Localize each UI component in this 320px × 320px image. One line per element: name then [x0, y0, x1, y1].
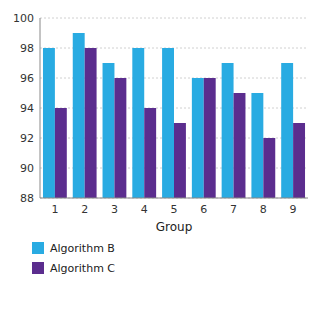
bar: [204, 78, 216, 198]
bar: [251, 93, 263, 198]
y-tick-label: 90: [20, 162, 34, 175]
bar: [293, 123, 305, 198]
bar: [234, 93, 246, 198]
x-axis-label: Group: [156, 220, 193, 234]
bar: [73, 33, 85, 198]
x-tick-label: 9: [290, 203, 297, 216]
bar: [55, 108, 67, 198]
x-tick-label: 2: [81, 203, 88, 216]
x-tick-label: 7: [230, 203, 237, 216]
bar: [85, 48, 97, 198]
legend: Algorithm B Algorithm C: [32, 242, 115, 275]
bar: [222, 63, 234, 198]
bar: [114, 78, 126, 198]
chart: 88 90 92 94 96 98 100 1 2 3 4 5 6 7 8 9 Group Algorithm B…: [0, 0, 320, 320]
x-axis: [40, 198, 308, 199]
bar: [263, 138, 275, 198]
y-tick-label: 88: [20, 192, 34, 205]
x-tick-label: 3: [111, 203, 118, 216]
y-tick-label: 92: [20, 132, 34, 145]
grid-line: [40, 198, 308, 199]
bar: [281, 63, 293, 198]
y-tick-label: 100: [13, 12, 34, 25]
bar: [174, 123, 186, 198]
x-tick-label: 4: [141, 203, 148, 216]
legend-label: Algorithm C: [50, 262, 115, 275]
legend-label: Algorithm B: [50, 242, 115, 255]
bar: [43, 48, 55, 198]
legend-swatch: [32, 242, 44, 254]
bar: [132, 48, 144, 198]
y-tick-label: 98: [20, 42, 34, 55]
legend-swatch: [32, 262, 44, 274]
grid-line: [40, 18, 308, 19]
x-tick-label: 1: [51, 203, 58, 216]
grid: [40, 18, 308, 198]
bar: [162, 48, 174, 198]
y-axis: [40, 18, 41, 198]
bars: [43, 33, 305, 198]
bar: [103, 63, 115, 198]
y-tick-label: 94: [20, 102, 34, 115]
bar: [144, 108, 156, 198]
x-tick-label: 8: [260, 203, 267, 216]
x-tick-label: 5: [171, 203, 178, 216]
y-tick-label: 96: [20, 72, 34, 85]
bar: [192, 78, 204, 198]
x-tick-label: 6: [200, 203, 207, 216]
